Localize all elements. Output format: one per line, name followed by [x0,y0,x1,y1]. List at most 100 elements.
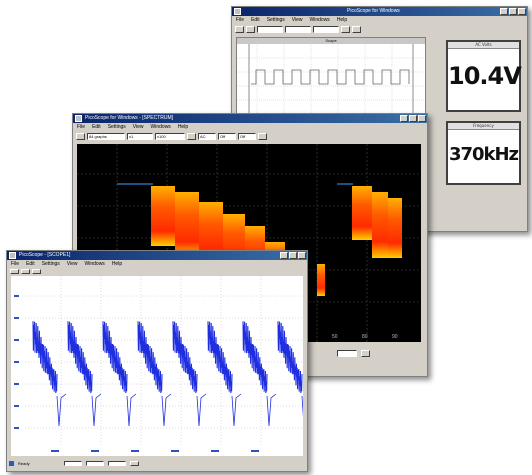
window-front-title: PicoScope - [SCOPE1] [19,252,71,258]
close-button[interactable] [298,252,306,259]
menu-edit[interactable]: Edit [92,124,101,130]
toolbar-button[interactable] [361,350,370,357]
spectrum-band [175,192,199,258]
waveform-burst [242,321,268,394]
waveform-tail [196,393,207,427]
spectrum-band [151,186,175,246]
waveform-burst [102,321,128,394]
toolbar: 84 graphs x1 x100 AC Off Off [73,131,427,141]
frequency-meter: Frequency 370kHz [446,121,521,185]
menu-view[interactable]: View [66,261,78,267]
waveform-burst [207,321,233,394]
window-controls [500,8,526,15]
toolbar-button[interactable] [129,460,139,466]
toolbar-button[interactable] [258,132,267,140]
app-icon [234,8,241,15]
range-select[interactable]: x100 [155,132,185,140]
menubar: File Edit Settings View Windows Help [232,16,527,24]
frequency-value: 370kHz [448,144,519,165]
waveform-tail [301,395,303,418]
menu-help[interactable]: Help [177,124,189,130]
toolbar-button[interactable] [352,25,361,33]
menubar: File Edit Settings View Windows Help [7,260,307,268]
close-button[interactable] [418,115,426,122]
toolbar-button[interactable] [235,25,244,33]
spectrum-band [352,186,372,240]
toolbar-button[interactable] [187,132,196,140]
value-field[interactable] [337,350,357,357]
menu-view[interactable]: View [132,124,144,130]
close-button[interactable] [518,8,526,15]
window-controls [280,252,306,259]
menu-settings[interactable]: Settings [41,261,60,267]
menu-help[interactable]: Help [111,261,123,267]
waveform-burst [67,321,93,394]
app-icon [9,252,16,259]
spectrum-band [317,264,325,296]
status-field[interactable] [63,460,82,466]
window-mid-title: PicoScope for Windows - [SPECTRUM] [85,115,174,121]
waveform-burst [32,321,58,394]
menu-help[interactable]: Help [336,17,348,23]
window-back-titlebar[interactable]: PicoScope for Windows [232,7,527,16]
maximize-button[interactable] [409,115,417,122]
app-icon [75,115,82,122]
waveform-trace [32,321,303,427]
toolbar-button[interactable] [32,268,41,274]
menu-windows[interactable]: Windows [309,17,330,23]
x-axis-ticks [51,450,259,452]
waveform-tail [231,393,242,427]
graphs-select[interactable]: 84 graphs [87,132,125,140]
window-mid-titlebar[interactable]: PicoScope for Windows - [SPECTRUM] [73,114,427,123]
scope-subwindow-titlebar[interactable]: Scope [237,38,425,44]
frequency-label: Frequency [448,123,519,130]
x-tick-label: 80 [362,334,368,340]
waveform-tail [91,393,102,427]
toolbar-button[interactable] [246,25,255,33]
minimize-button[interactable] [400,115,408,122]
option-select[interactable]: Off [238,132,256,140]
minimize-button[interactable] [280,252,288,259]
option-select[interactable]: Off [218,132,236,140]
waveform-plot [11,276,303,456]
toolbar [7,268,307,274]
menu-windows[interactable]: Windows [150,124,171,130]
menu-edit[interactable]: Edit [251,17,260,23]
menu-edit[interactable]: Edit [26,261,35,267]
scope-plot [237,44,425,114]
square-wave-trace [251,69,410,85]
waveform-tail [266,393,277,427]
maximize-button[interactable] [289,252,297,259]
menu-file[interactable]: File [77,124,86,130]
window-front-titlebar[interactable]: PicoScope - [SCOPE1] [7,251,307,260]
waveform-tail [161,393,172,427]
menu-settings[interactable]: Settings [107,124,126,130]
toolbar-button[interactable] [76,132,85,140]
window-front: PicoScope - [SCOPE1] File Edit Settings … [6,250,308,472]
menu-windows[interactable]: Windows [84,261,105,267]
y-axis-ticks [14,295,19,429]
toolbar-button[interactable] [21,268,30,274]
ac-volts-meter: AC Volts 10.4V [446,40,522,112]
menu-file[interactable]: File [11,261,20,267]
toolbar-button[interactable] [341,25,350,33]
range-select[interactable] [285,25,311,33]
maximize-button[interactable] [509,8,517,15]
status-field[interactable] [107,460,126,466]
menu-file[interactable]: File [236,17,245,23]
minimize-button[interactable] [500,8,508,15]
toolbar-button[interactable] [10,268,19,274]
ac-volts-label: AC Volts [448,42,519,49]
trigger-select[interactable] [313,25,339,33]
x-tick-label: 50 [332,334,338,340]
spectrum-band [388,198,402,258]
menu-settings[interactable]: Settings [266,17,285,23]
timebase-select[interactable] [257,25,283,33]
waveform-tail [126,393,137,427]
zoom-select[interactable]: x1 [127,132,153,140]
status-icon [9,460,14,466]
coupling-select[interactable]: AC [198,132,216,140]
ac-volts-value: 10.4V [448,62,522,90]
menu-view[interactable]: View [291,17,303,23]
status-field[interactable] [85,460,104,466]
